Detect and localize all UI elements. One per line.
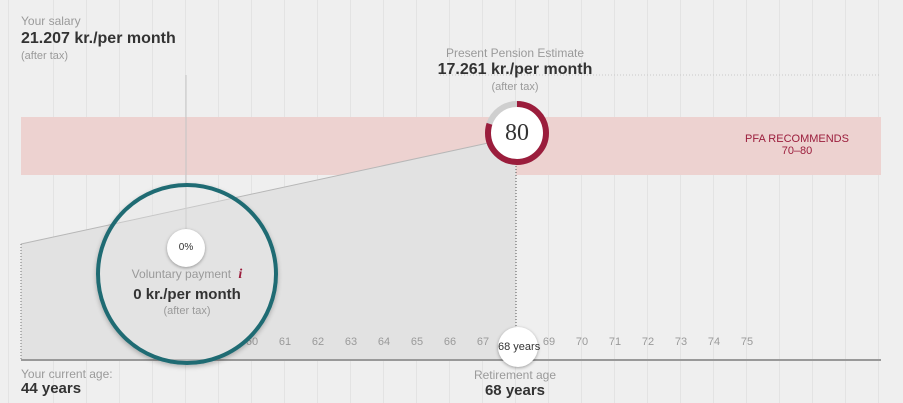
salary-note: (after tax) (21, 50, 69, 62)
age-tick: 72 (641, 336, 655, 348)
age-tick: 70 (575, 336, 589, 348)
info-icon[interactable]: i (238, 267, 243, 282)
retirement-age: Retirement age 68 years (440, 368, 590, 399)
pension-note: (after tax) (491, 81, 539, 93)
age-tick: 61 (278, 336, 292, 348)
age-tick: 67 (476, 336, 490, 348)
gauge-value: 80 (505, 120, 529, 146)
current-age-label: Your current age: (21, 367, 113, 381)
salary-value: 21.207 kr./per month (21, 30, 176, 47)
pension-value: 17.261 kr./per month (437, 61, 593, 78)
retirement-age-handle[interactable]: 68 years (498, 327, 540, 367)
salary-label: Your salary (21, 14, 81, 28)
voluntary-payment-value: 0 kr./per month (133, 286, 241, 303)
pension-label: Present Pension Estimate (445, 46, 585, 60)
age-tick: 71 (608, 336, 622, 348)
current-age-value: 44 years (21, 380, 82, 397)
age-tick: 73 (674, 336, 688, 348)
voluntary-payment-label: Voluntary payment (131, 267, 232, 281)
retirement-age-value: 68 years (484, 382, 546, 399)
recommendation-title: PFA RECOMMENDS (745, 133, 849, 145)
voluntary-payment-dial[interactable] (96, 183, 278, 365)
age-tick: 74 (707, 336, 721, 348)
age-tick: 75 (740, 336, 754, 348)
projection-line (20, 136, 517, 245)
age-tick: 62 (311, 336, 325, 348)
age-tick: 63 (344, 336, 358, 348)
voluntary-payment-note: (after tax) (163, 305, 211, 317)
age-tick: 65 (410, 336, 424, 348)
recommendation-range: 70–80 (781, 145, 813, 157)
age-tick: 66 (443, 336, 457, 348)
age-tick: 69 (542, 336, 556, 348)
pension-estimate: Present Pension Estimate 17.261 kr./per … (400, 46, 630, 93)
recommendation-text: PFA RECOMMENDS 70–80 (727, 133, 867, 157)
voluntary-percent-handle[interactable]: 0% (167, 229, 205, 267)
voluntary-payment-info: Voluntary payment i 0 kr./per month (aft… (96, 267, 278, 317)
coverage-gauge (485, 101, 549, 165)
retirement-age-label: Retirement age (473, 368, 557, 382)
age-tick: 64 (377, 336, 391, 348)
